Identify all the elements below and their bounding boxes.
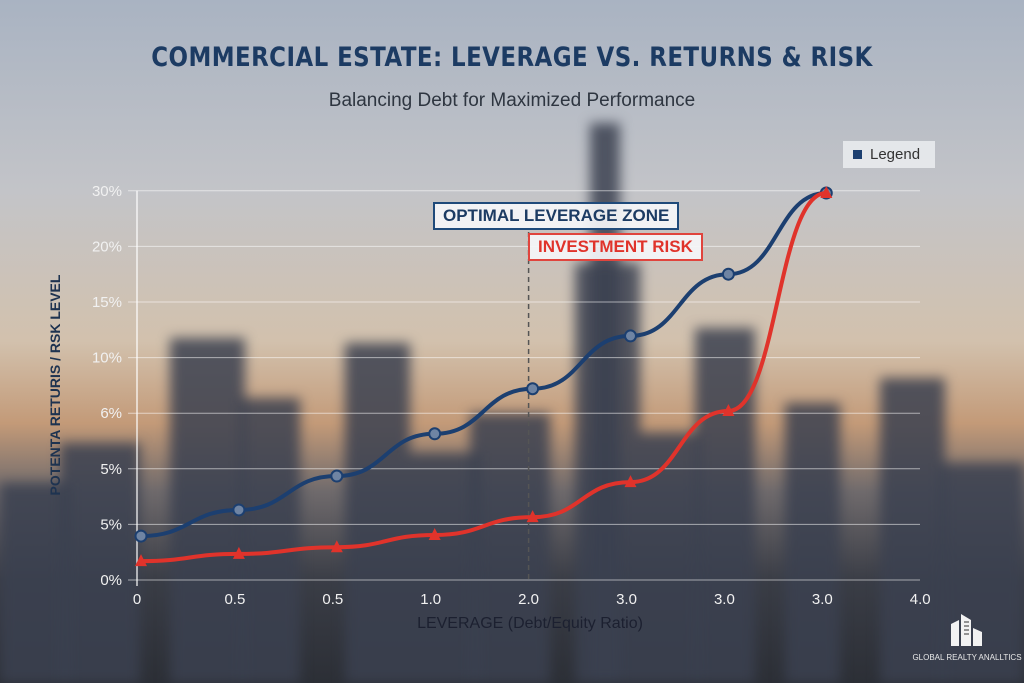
returns-data-point: [330, 469, 344, 483]
y-tick-label: 5%: [100, 461, 122, 478]
chart-title: COMMERCIAL ESTATE: LEVERAGE VS. RETURNS …: [151, 42, 873, 73]
x-axis-label: LEVERAGE (Debt/Equity Ratio): [417, 615, 643, 632]
risk-data-point: [330, 540, 343, 553]
legend-swatch: [853, 150, 862, 159]
risk-data-point: [232, 546, 245, 559]
returns-data-point: [232, 503, 246, 517]
risk-data-point: [820, 186, 833, 199]
logo-text: GLOBAL REALTY ANALLTICS: [912, 653, 1022, 662]
y-tick-label: 10%: [92, 350, 122, 367]
returns-data-point: [624, 329, 637, 343]
annotation-optimal-leverage-zone: OPTIMAL LEVERAGE ZONE: [433, 202, 680, 230]
risk-data-point: [526, 510, 539, 523]
x-tick-label: 0: [133, 591, 141, 608]
chart-subtitle: Balancing Debt for Maximized Performance: [328, 90, 696, 111]
y-tick-label: 6%: [100, 405, 122, 422]
x-tick-label: 3.0: [812, 591, 833, 608]
x-tick-label: 3.0: [714, 591, 735, 608]
annotation-investment-risk: INVESTMENT RISK: [528, 233, 703, 261]
returns-data-point: [721, 267, 735, 281]
x-tick-label: 3.0: [616, 591, 637, 608]
x-tick-label: 2.0: [518, 591, 539, 608]
risk-data-point: [135, 554, 147, 567]
returns-data-point: [526, 382, 540, 396]
logo: GLOBAL REALTY ANALLTICS: [912, 610, 1022, 662]
legend: Legend: [843, 141, 935, 168]
x-tick-label: 1.0: [420, 591, 441, 608]
x-tick-label: 0.5: [322, 591, 343, 608]
returns-data-point: [134, 529, 148, 543]
returns-series-line: [140, 191, 827, 539]
y-tick-label: 5%: [100, 516, 122, 533]
x-tick-label: 4.0: [910, 591, 931, 608]
legend-label: Legend: [870, 146, 921, 163]
returns-data-point: [428, 427, 442, 441]
risk-data-point: [722, 403, 735, 416]
risk-data-point: [428, 527, 441, 540]
risk-data-point: [624, 475, 637, 488]
building-logo-icon: [951, 614, 982, 646]
y-tick-label: 0%: [100, 572, 122, 589]
y-tick-label: 30%: [92, 183, 122, 200]
x-tick-label: 0.5: [224, 591, 245, 608]
y-tick-label: 20%: [92, 238, 122, 255]
y-tick-label: 15%: [92, 294, 122, 311]
